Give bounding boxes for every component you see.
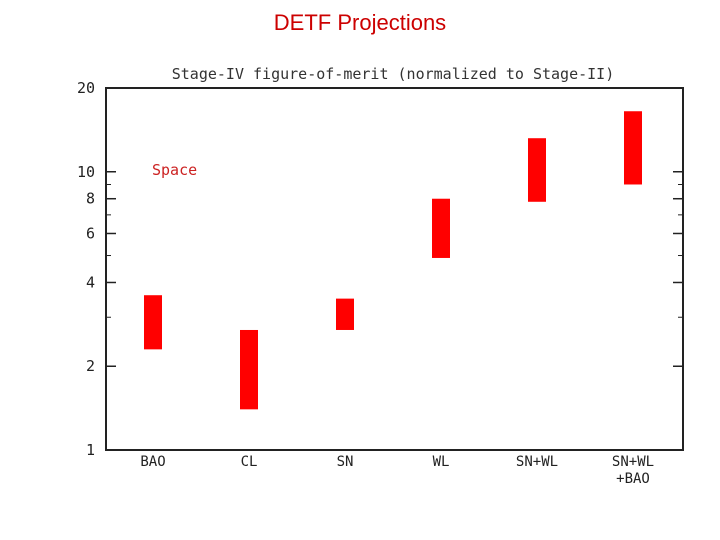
range-bar-bao [144, 295, 162, 350]
range-bar-sn-wl-bao [624, 111, 642, 185]
axis-group: 1 2 4 6 8 10 20 [77, 79, 683, 459]
x-tick-label: SN [337, 454, 354, 470]
y-tick-label: 2 [86, 357, 95, 375]
range-bar-sn [336, 298, 354, 330]
bar-group [144, 111, 642, 410]
x-tick-label-line2: +BAO [616, 471, 650, 487]
range-bar-cl [240, 329, 258, 410]
plot-frame [105, 87, 684, 451]
y-tick-label: 10 [77, 163, 95, 181]
x-axis-labels: BAO CL SN WL SN+WL SN+WL+BAO [140, 454, 654, 487]
x-tick-label: BAO [140, 454, 165, 470]
chart-title: Stage-IV figure-of-merit (normalized to … [172, 65, 615, 83]
range-bar-sn-wl [528, 138, 546, 202]
y-tick-label: 4 [86, 273, 95, 291]
slide-title: DETF Projections [273, 10, 447, 35]
x-tick-label: SN+WL [612, 454, 654, 470]
x-tick-label: WL [433, 454, 450, 470]
range-bar-wl [432, 198, 450, 258]
y-tick-label: 20 [77, 79, 95, 97]
space-annotation: Space [152, 161, 197, 179]
y-tick-label: 8 [86, 190, 95, 208]
x-tick-label: SN+WL [516, 454, 558, 470]
x-tick-label: CL [241, 454, 258, 470]
y-tick-label: 1 [86, 441, 95, 459]
y-tick-label: 6 [86, 224, 95, 242]
